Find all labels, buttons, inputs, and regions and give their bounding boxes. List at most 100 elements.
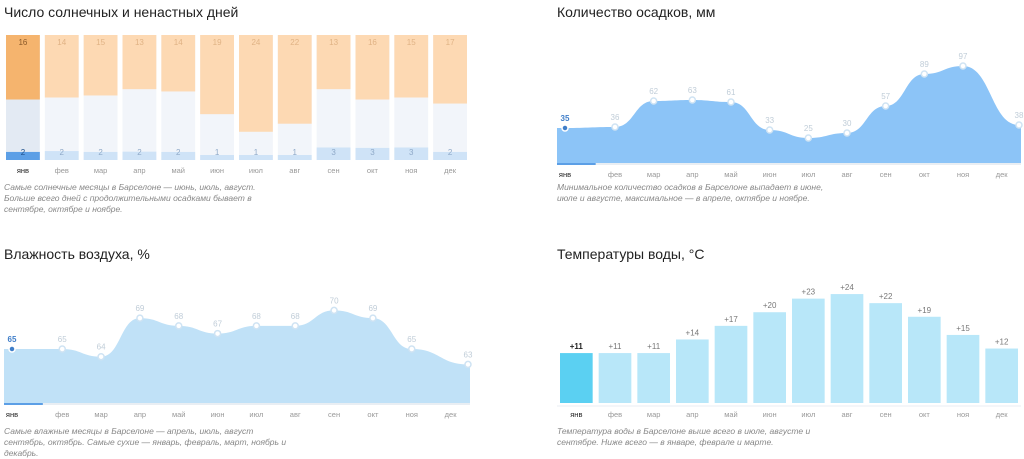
water-temp-bar (908, 316, 941, 403)
sunny-days-label: 15 (96, 38, 105, 47)
data-label: 65 (8, 335, 17, 344)
sunny-days-bar (316, 35, 351, 90)
month-tick: сен (880, 410, 892, 419)
data-point (804, 134, 813, 142)
month-tick: ноя (957, 410, 969, 419)
month-tick: апр (686, 170, 698, 179)
sunny-days-title: Число солнечных и ненастных дней (4, 4, 239, 20)
month-tick: июн (763, 170, 777, 179)
humidity-note: Самые влажные месяцы в Барселоне — апрел… (4, 426, 287, 458)
sunny-days-bar (83, 35, 118, 96)
data-point (881, 102, 890, 110)
data-label: 33 (765, 116, 774, 125)
data-label: 57 (881, 92, 890, 101)
sunny-days-chart: 162янв142фев152мар132апр142май191июн241и… (6, 35, 467, 175)
month-tick: апр (134, 410, 146, 419)
rainy-days-bar (277, 155, 312, 160)
sunny-days-bar (277, 35, 312, 124)
rainy-days-label: 2 (98, 148, 103, 157)
data-point (97, 352, 105, 361)
month-tick: июл (801, 170, 815, 179)
sunny-days-bar (355, 35, 390, 100)
data-point (136, 314, 144, 322)
month-tick: ноя (405, 166, 417, 175)
water-temperature-note: Температура воды в Барселоне выше всего … (557, 426, 811, 447)
sunny-days-label: 17 (446, 38, 455, 47)
month-tick: май (724, 410, 738, 419)
sunny-days-label: 14 (174, 38, 183, 47)
sunny-days-label: 19 (213, 38, 222, 47)
data-label: 68 (291, 312, 300, 321)
data-label: 68 (252, 312, 261, 321)
month-tick: янв (570, 410, 582, 419)
data-point (408, 345, 416, 353)
month-tick: июн (763, 410, 777, 419)
month-tick: авг (842, 170, 853, 179)
water-temp-bar (560, 353, 593, 403)
data-label: 69 (368, 304, 377, 313)
water-temp-label: +22 (879, 292, 893, 301)
month-tick: мар (647, 170, 661, 179)
data-point (213, 329, 222, 338)
data-point (330, 306, 338, 315)
data-point (843, 129, 851, 137)
sunny-days-label: 14 (57, 38, 66, 47)
water-temp-label: +11 (609, 342, 623, 351)
rainy-days-label: 2 (21, 148, 26, 157)
month-tick: май (171, 166, 185, 175)
water-temp-bar (753, 312, 786, 403)
month-tick: июн (210, 166, 224, 175)
water-temp-bar (985, 348, 1018, 403)
water-temp-label: +17 (724, 315, 738, 324)
month-tick: мар (647, 410, 661, 419)
data-point (464, 360, 472, 369)
rainy-days-bar (44, 151, 79, 160)
month-tick: июн (211, 410, 225, 419)
data-point (765, 126, 774, 134)
rainy-days-bar (200, 155, 234, 160)
month-tick: янв (17, 166, 29, 175)
humidity-title: Влажность воздуха, % (4, 246, 150, 262)
rainy-days-label: 3 (409, 148, 414, 157)
rainy-days-bar (316, 147, 351, 160)
rainy-days-bar (355, 147, 390, 160)
rainy-days-bar (394, 147, 429, 160)
data-label: 65 (58, 335, 67, 344)
data-point (291, 322, 299, 330)
water-temp-bar (792, 298, 825, 403)
rainy-days-label: 1 (293, 148, 298, 157)
rainy-days-label: 2 (60, 148, 65, 157)
month-tick: окт (367, 166, 379, 175)
data-point (8, 345, 16, 353)
sunny-days-label: 13 (135, 38, 144, 47)
data-label: 89 (920, 60, 929, 69)
sunny-days-bar (44, 35, 79, 98)
month-tick: сен (328, 410, 340, 419)
rainy-days-bar (122, 151, 157, 160)
month-tick: май (724, 170, 738, 179)
sunny-days-bar (122, 35, 157, 90)
month-tick: авг (289, 166, 300, 175)
month-tick: фев (55, 410, 69, 419)
month-tick: дек (444, 166, 457, 175)
water-temp-bar (946, 334, 980, 403)
data-label: 35 (561, 114, 570, 123)
month-tick: окт (919, 410, 931, 419)
month-tick: янв (6, 410, 18, 419)
sunny-days-bar (161, 35, 196, 92)
data-point (369, 314, 377, 322)
rainy-days-label: 1 (215, 148, 220, 157)
data-point (688, 96, 697, 104)
precipitation-panel: Количество осадков, мм 35 янв 36 фев 62 мар 63… (557, 4, 1024, 219)
month-tick: дек (996, 410, 1009, 419)
month-tick: янв (559, 170, 571, 179)
data-label: 97 (959, 52, 968, 61)
sunny-days-label: 24 (251, 38, 260, 47)
data-label: 68 (174, 312, 183, 321)
sunny-days-label: 13 (329, 38, 338, 47)
sunny-days-bar (6, 35, 40, 100)
sunny-days-label: 22 (290, 38, 299, 47)
precipitation-note: Минимальное количество осадков в Барсело… (557, 182, 824, 203)
water-temp-label: +23 (802, 288, 816, 297)
data-label: 25 (804, 124, 813, 133)
